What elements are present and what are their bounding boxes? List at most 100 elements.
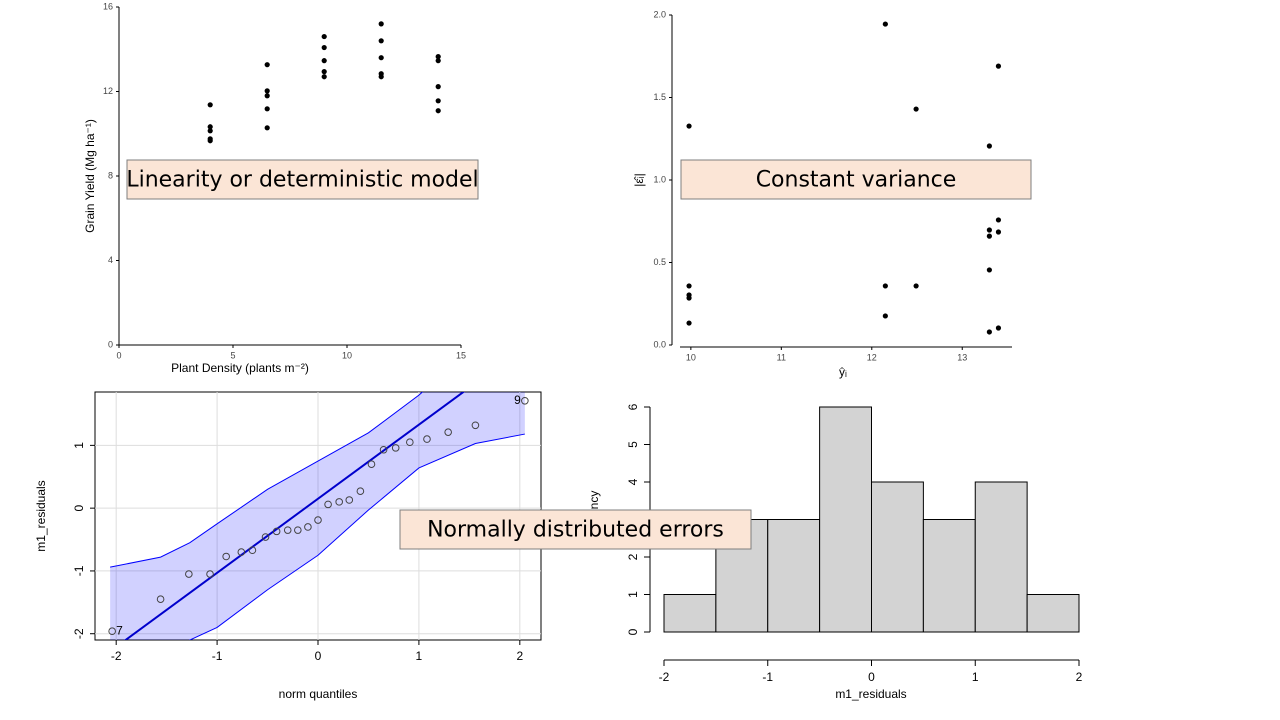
point xyxy=(207,138,213,144)
point xyxy=(435,58,441,64)
point xyxy=(995,217,1002,223)
annotation-box xyxy=(399,509,752,550)
y-tick-label: 2 xyxy=(626,553,640,560)
x-tick-label: -2 xyxy=(111,649,122,663)
x-tick-label: 11 xyxy=(777,352,786,362)
y-tick-label: 12 xyxy=(103,86,113,96)
x-tick-label: -2 xyxy=(659,670,670,684)
point xyxy=(986,233,992,239)
point xyxy=(356,487,365,496)
y-tick-label: 4 xyxy=(626,478,640,485)
y-tick-label: 16 xyxy=(103,1,113,11)
y-tick-label: 0.5 xyxy=(653,257,666,267)
y-tick-label: -1 xyxy=(72,565,86,576)
point xyxy=(435,54,441,60)
point xyxy=(248,546,257,555)
point xyxy=(686,123,692,129)
point xyxy=(391,444,400,452)
point xyxy=(222,552,230,561)
point xyxy=(986,267,992,273)
y-tick-label: 0 xyxy=(626,628,640,635)
point xyxy=(986,329,992,335)
point xyxy=(207,102,213,108)
x-tick-label: 10 xyxy=(342,350,352,360)
point xyxy=(264,62,270,68)
x-tick-label: -1 xyxy=(762,670,773,684)
point xyxy=(335,498,343,506)
x-tick-label: 12 xyxy=(867,352,877,362)
point xyxy=(321,44,327,51)
point xyxy=(435,84,441,90)
x-axis-title: ŷᵢ xyxy=(839,365,847,379)
x-tick-label: 2 xyxy=(516,649,523,663)
point xyxy=(686,320,692,326)
y-tick-label: 4 xyxy=(108,255,113,265)
point xyxy=(321,58,327,64)
y-tick-label: 0 xyxy=(72,504,86,511)
x-tick-label: 0 xyxy=(868,670,875,684)
bar xyxy=(922,519,976,633)
x-tick-label: 10 xyxy=(686,352,696,362)
point xyxy=(283,526,292,534)
y-axis-title: |ε̂ᵢ| xyxy=(632,173,646,186)
point xyxy=(264,88,270,94)
x-tick-label: 1 xyxy=(416,649,423,663)
point xyxy=(321,69,327,75)
bar xyxy=(819,406,872,633)
point xyxy=(521,396,529,405)
x-tick-label: 2 xyxy=(1076,670,1083,684)
point xyxy=(378,74,384,80)
point xyxy=(406,438,414,447)
point xyxy=(378,38,384,44)
x-axis-title: Plant Density (plants m⁻²) xyxy=(171,361,309,375)
point xyxy=(995,325,1002,331)
point xyxy=(882,283,888,289)
y-tick-label: 5 xyxy=(626,441,640,448)
point xyxy=(913,283,919,289)
y-tick-label: 8 xyxy=(108,170,113,180)
y-tick-label: -2 xyxy=(72,628,86,639)
y-tick-label: 1 xyxy=(72,442,86,449)
point xyxy=(913,106,919,112)
point xyxy=(367,460,376,469)
point xyxy=(264,106,270,112)
point xyxy=(435,108,441,114)
point xyxy=(378,21,384,27)
point xyxy=(272,527,281,536)
x-tick-label: 15 xyxy=(456,350,466,360)
bar xyxy=(663,594,717,633)
point xyxy=(261,533,270,541)
point-label: 9 xyxy=(514,393,521,407)
point xyxy=(304,523,312,531)
annotation: Constant variance xyxy=(756,168,957,193)
point xyxy=(156,595,165,603)
point xyxy=(294,526,302,534)
band-lower xyxy=(189,433,525,640)
y-tick-label: 6 xyxy=(626,403,640,410)
point xyxy=(986,227,992,233)
x-tick-label: 0 xyxy=(116,350,121,360)
point xyxy=(423,435,431,443)
point xyxy=(321,33,327,40)
point xyxy=(108,627,116,636)
bar xyxy=(767,519,821,633)
point xyxy=(321,74,327,80)
point-label: 7 xyxy=(116,623,123,637)
point xyxy=(345,496,354,504)
point xyxy=(207,128,213,134)
y-tick-label: 1 xyxy=(626,591,640,598)
point xyxy=(324,500,332,509)
point xyxy=(686,295,692,301)
x-tick-label: -1 xyxy=(212,649,223,663)
band-upper xyxy=(110,392,424,568)
y-tick-label: 0.0 xyxy=(653,339,666,349)
y-axis-title: m1_residuals xyxy=(34,480,48,551)
point xyxy=(264,93,270,99)
point xyxy=(185,570,193,578)
y-tick-label: 1.5 xyxy=(653,92,666,102)
point xyxy=(314,516,322,524)
point xyxy=(471,421,480,430)
y-tick-label: 1.0 xyxy=(653,174,666,184)
point xyxy=(444,428,452,436)
